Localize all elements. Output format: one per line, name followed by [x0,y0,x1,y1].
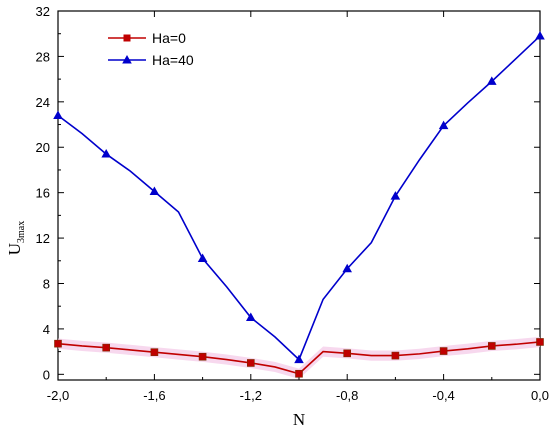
y-axis-title-main: U [5,243,24,255]
data-point-ha-0 [343,349,352,358]
x-tick-label: -1,6 [143,388,165,403]
data-point-ha-40 [487,76,497,85]
data-point-ha-0 [487,342,496,350]
data-point-ha-0 [247,359,255,367]
data-point-ha-40 [101,149,111,158]
data-point-ha-40 [246,312,256,322]
y-axis-title-sub: 3max [16,221,27,243]
data-point-ha-0 [391,351,400,360]
axis-ticks [57,10,541,380]
plot-area-frame [57,10,541,381]
data-point-ha-40 [53,110,63,119]
x-tick-label: 0,0 [531,388,549,403]
data-point-ha-40 [535,30,545,40]
x-tick-label: -0,4 [432,388,454,403]
legend: Ha=0 Ha=40 [108,30,194,68]
data-point-ha-40 [197,253,208,263]
data-point-ha-40 [149,186,160,196]
data-point-ha-40 [342,263,352,273]
y-tick-label: 32 [36,4,50,19]
y-tick-label: 4 [43,322,50,337]
x-tick-label: -2,0 [47,388,69,403]
series-markers [53,30,545,378]
x-axis-title: N [293,410,305,429]
data-point-ha-0 [102,343,110,352]
data-point-ha-0 [439,347,448,355]
x-tick-label: -0,8 [336,388,358,403]
data-point-ha-0 [295,369,303,378]
y-tick-label: 12 [36,231,50,246]
data-point-ha-40 [438,120,449,130]
y-tick-label: 24 [36,95,50,110]
y-tick-label: 28 [36,49,50,64]
y-axis-title: U3max [5,221,27,256]
data-point-ha-0 [54,339,62,348]
data-point-ha-0 [536,338,544,346]
legend-label-ha-0: Ha=0 [152,30,186,46]
data-point-ha-40 [294,354,304,364]
x-tick-label: -1,2 [240,388,262,403]
legend-label-ha-40: Ha=40 [152,52,194,68]
data-point-ha-40 [390,191,401,200]
y-tick-label: 16 [36,186,50,201]
y-tick-label: 0 [43,367,50,382]
series-line-ha-40 [57,35,541,361]
data-point-ha-0 [198,352,207,361]
tick-labels: -2,0 -1,6 -1,2 -0,8 -0,4 0,0 0 4 8 12 16 20 24 28 32 [36,4,550,403]
legend-marker-ha-0 [123,34,131,42]
y-tick-label: 8 [43,276,50,291]
legend-marker-ha-40 [122,55,132,64]
svg-text:U3max: U3max [5,221,27,256]
series-lines [57,35,541,375]
data-point-ha-0 [150,348,159,356]
y-tick-label: 20 [36,140,50,155]
